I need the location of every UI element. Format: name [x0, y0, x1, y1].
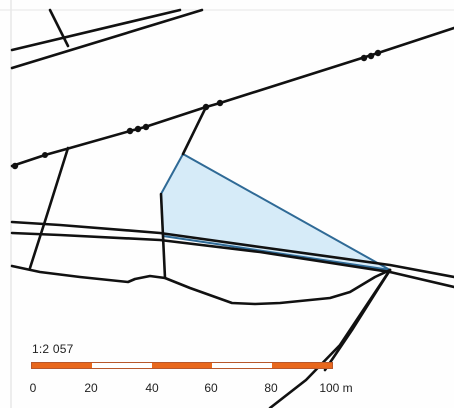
- scale-tick-label: 60: [204, 381, 218, 395]
- scale-tick-label: 0: [29, 381, 37, 395]
- boundary-line: [323, 268, 392, 372]
- scale-ratio: 1:2 057: [32, 342, 74, 356]
- vertex-marker: [142, 123, 150, 131]
- vertex-marker: [11, 162, 19, 170]
- road-edge-south: [10, 231, 454, 289]
- boundary-line: [10, 8, 204, 70]
- vertex-marker: [374, 49, 382, 57]
- vertex-marker: [42, 152, 48, 158]
- scale-tick-label: 20: [84, 381, 98, 395]
- vertex-marker: [216, 99, 224, 107]
- selected-parcel: [159, 152, 391, 271]
- scale-bar-segment: [152, 363, 212, 368]
- scale-bar: [31, 362, 333, 369]
- scale-tick-label: 80: [264, 381, 278, 395]
- vertex-marker: [134, 125, 142, 133]
- boundary-line: [159, 192, 167, 280]
- vertex-marker: [367, 52, 375, 60]
- scale-bar-segment: [92, 363, 152, 368]
- vertex-marker: [126, 127, 134, 135]
- vertex-markers: [11, 49, 382, 170]
- scale-tick-label: 40: [145, 381, 159, 395]
- vertex-marker: [360, 54, 368, 62]
- boundary-line: [10, 8, 182, 52]
- scale-tick-label: 100 m: [319, 381, 353, 395]
- vertex-marker: [202, 103, 210, 111]
- boundary-line: [28, 146, 70, 270]
- scale-bar-segment: [272, 363, 332, 368]
- boundary-line: [48, 8, 70, 48]
- scale-bar-segment: [32, 363, 92, 368]
- road-edge-north: [10, 220, 454, 279]
- scale-bar-segment: [212, 363, 272, 368]
- boundary-line: [181, 105, 208, 156]
- boundary-line: [10, 264, 392, 306]
